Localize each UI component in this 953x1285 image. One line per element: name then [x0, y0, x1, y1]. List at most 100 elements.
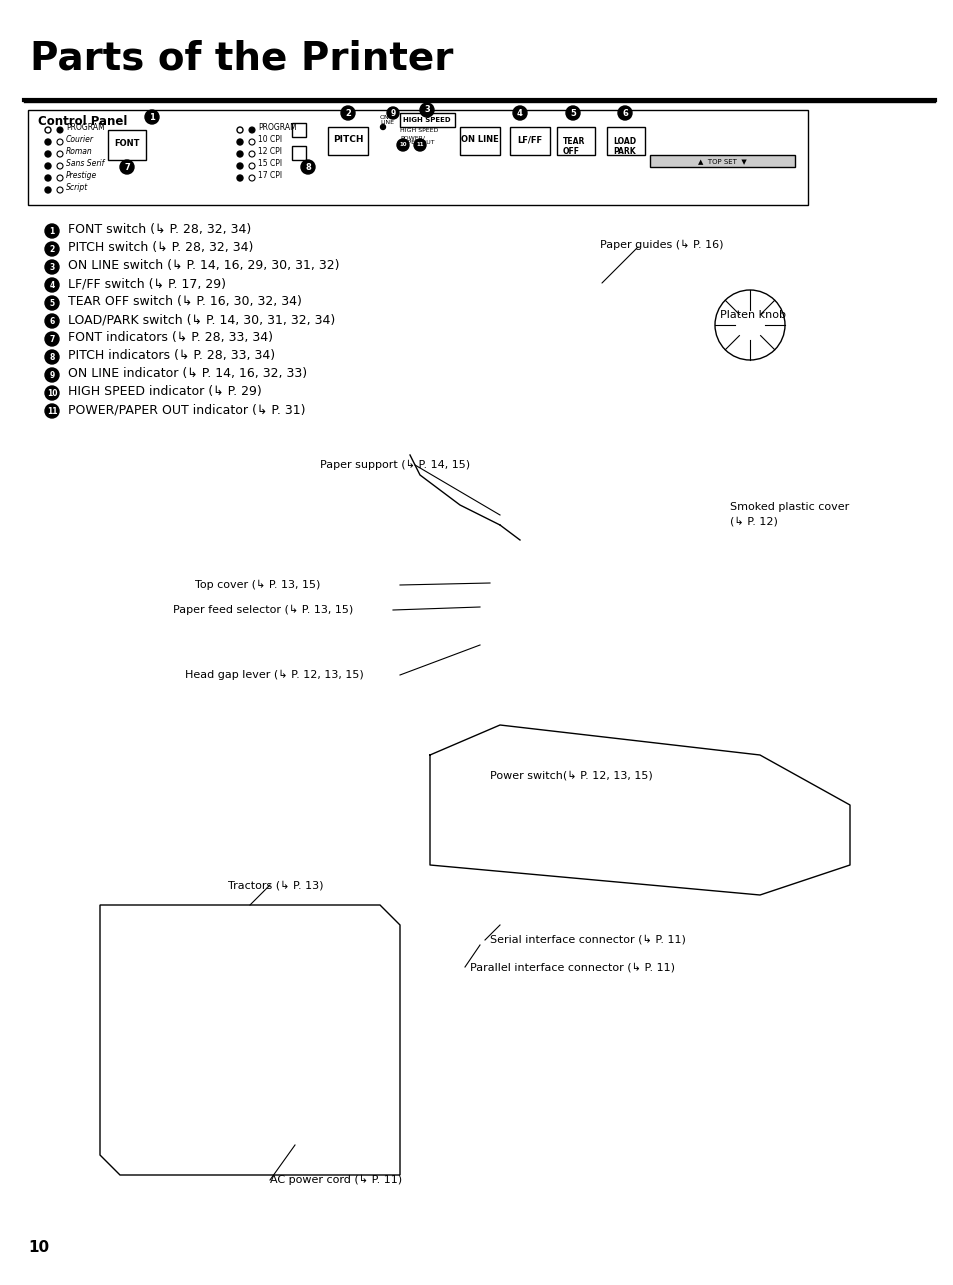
Text: LINE: LINE: [379, 120, 394, 125]
FancyBboxPatch shape: [328, 127, 368, 155]
Text: AC power cord (↳ P. 11): AC power cord (↳ P. 11): [270, 1174, 402, 1185]
Circle shape: [301, 161, 314, 173]
Circle shape: [57, 139, 63, 145]
Circle shape: [236, 139, 243, 145]
FancyBboxPatch shape: [606, 127, 644, 155]
Text: 8: 8: [305, 162, 311, 171]
Text: 8: 8: [50, 352, 54, 361]
Circle shape: [45, 368, 59, 382]
Circle shape: [57, 127, 63, 134]
FancyBboxPatch shape: [459, 127, 499, 155]
Circle shape: [45, 278, 59, 292]
Text: Roman: Roman: [66, 148, 92, 157]
Text: Paper feed selector (↳ P. 13, 15): Paper feed selector (↳ P. 13, 15): [172, 605, 353, 616]
Text: PITCH switch (↳ P. 28, 32, 34): PITCH switch (↳ P. 28, 32, 34): [68, 242, 253, 254]
Text: FONT: FONT: [114, 139, 139, 148]
Text: 4: 4: [50, 280, 54, 289]
Text: POWER/: POWER/: [399, 135, 424, 140]
Text: Smoked plastic cover: Smoked plastic cover: [729, 502, 848, 511]
Text: 6: 6: [50, 316, 54, 325]
Text: 11: 11: [47, 406, 57, 415]
Text: HIGH SPEED: HIGH SPEED: [403, 117, 451, 123]
Text: Tractors (↳ P. 13): Tractors (↳ P. 13): [228, 880, 323, 891]
Text: LF/FF switch (↳ P. 17, 29): LF/FF switch (↳ P. 17, 29): [68, 278, 226, 290]
Text: 10: 10: [399, 143, 406, 148]
Circle shape: [414, 139, 426, 152]
Text: Parallel interface connector (↳ P. 11): Parallel interface connector (↳ P. 11): [470, 962, 675, 971]
Circle shape: [45, 296, 59, 310]
Circle shape: [565, 105, 579, 120]
Circle shape: [419, 103, 434, 117]
Circle shape: [45, 260, 59, 274]
Text: 17 CPI: 17 CPI: [257, 171, 282, 180]
FancyBboxPatch shape: [399, 113, 455, 127]
Circle shape: [120, 161, 133, 173]
Text: (↳ P. 12): (↳ P. 12): [729, 517, 777, 527]
Text: PAPER OUT: PAPER OUT: [399, 140, 435, 145]
Circle shape: [340, 105, 355, 120]
Text: FONT indicators (↳ P. 28, 33, 34): FONT indicators (↳ P. 28, 33, 34): [68, 332, 273, 344]
Text: PROGRAM: PROGRAM: [66, 123, 105, 132]
Circle shape: [145, 111, 159, 123]
Text: 7: 7: [50, 334, 54, 343]
Text: PITCH: PITCH: [333, 135, 363, 144]
Circle shape: [249, 163, 254, 170]
FancyBboxPatch shape: [557, 127, 595, 155]
Circle shape: [45, 188, 51, 193]
FancyBboxPatch shape: [28, 111, 807, 206]
Text: Top cover (↳ P. 13, 15): Top cover (↳ P. 13, 15): [194, 580, 320, 590]
Text: 3: 3: [50, 262, 54, 271]
Circle shape: [57, 152, 63, 157]
Circle shape: [513, 105, 526, 120]
FancyBboxPatch shape: [292, 146, 306, 161]
Circle shape: [380, 125, 385, 130]
Circle shape: [387, 107, 398, 120]
Circle shape: [236, 152, 243, 157]
Text: TEAR OFF switch (↳ P. 16, 30, 32, 34): TEAR OFF switch (↳ P. 16, 30, 32, 34): [68, 296, 301, 308]
Text: HIGH SPEED: HIGH SPEED: [399, 128, 438, 134]
Text: Control Panel: Control Panel: [38, 114, 128, 128]
Circle shape: [249, 127, 254, 134]
Text: Serial interface connector (↳ P. 11): Serial interface connector (↳ P. 11): [490, 935, 685, 944]
Text: 6: 6: [621, 108, 627, 117]
Text: Script: Script: [66, 184, 89, 193]
Circle shape: [249, 152, 254, 157]
Circle shape: [236, 175, 243, 181]
Text: ON LINE indicator (↳ P. 14, 16, 32, 33): ON LINE indicator (↳ P. 14, 16, 32, 33): [68, 368, 307, 380]
Text: ON LINE switch (↳ P. 14, 16, 29, 30, 31, 32): ON LINE switch (↳ P. 14, 16, 29, 30, 31,…: [68, 260, 339, 272]
Text: LOAD: LOAD: [613, 137, 636, 146]
FancyBboxPatch shape: [108, 130, 146, 161]
Text: PARK: PARK: [613, 146, 635, 155]
FancyBboxPatch shape: [649, 155, 794, 167]
Text: PITCH indicators (↳ P. 28, 33, 34): PITCH indicators (↳ P. 28, 33, 34): [68, 350, 274, 362]
FancyBboxPatch shape: [510, 127, 550, 155]
Circle shape: [45, 350, 59, 364]
Circle shape: [249, 175, 254, 181]
Circle shape: [45, 139, 51, 145]
Text: 1: 1: [50, 226, 54, 235]
Circle shape: [57, 175, 63, 181]
Text: Head gap lever (↳ P. 12, 13, 15): Head gap lever (↳ P. 12, 13, 15): [185, 669, 363, 680]
FancyBboxPatch shape: [292, 123, 306, 137]
Text: 5: 5: [50, 298, 54, 307]
Text: OFF: OFF: [562, 146, 579, 155]
Text: Prestige: Prestige: [66, 171, 97, 180]
Circle shape: [57, 188, 63, 193]
Text: LOAD/PARK switch (↳ P. 14, 30, 31, 32, 34): LOAD/PARK switch (↳ P. 14, 30, 31, 32, 3…: [68, 314, 335, 326]
Text: 7: 7: [124, 162, 130, 171]
Text: 2: 2: [50, 244, 54, 253]
Circle shape: [45, 403, 59, 418]
Text: PROGRAM: PROGRAM: [257, 123, 296, 132]
Circle shape: [45, 224, 59, 238]
Circle shape: [45, 152, 51, 157]
Text: 3: 3: [424, 105, 430, 114]
Text: 5: 5: [570, 108, 576, 117]
Circle shape: [45, 175, 51, 181]
Text: 10: 10: [47, 388, 57, 397]
Circle shape: [45, 314, 59, 328]
Text: Power switch(↳ P. 12, 13, 15): Power switch(↳ P. 12, 13, 15): [490, 770, 652, 780]
Text: 9: 9: [390, 108, 395, 117]
Circle shape: [45, 332, 59, 346]
Text: ON: ON: [379, 114, 390, 120]
Text: 2: 2: [345, 108, 351, 117]
